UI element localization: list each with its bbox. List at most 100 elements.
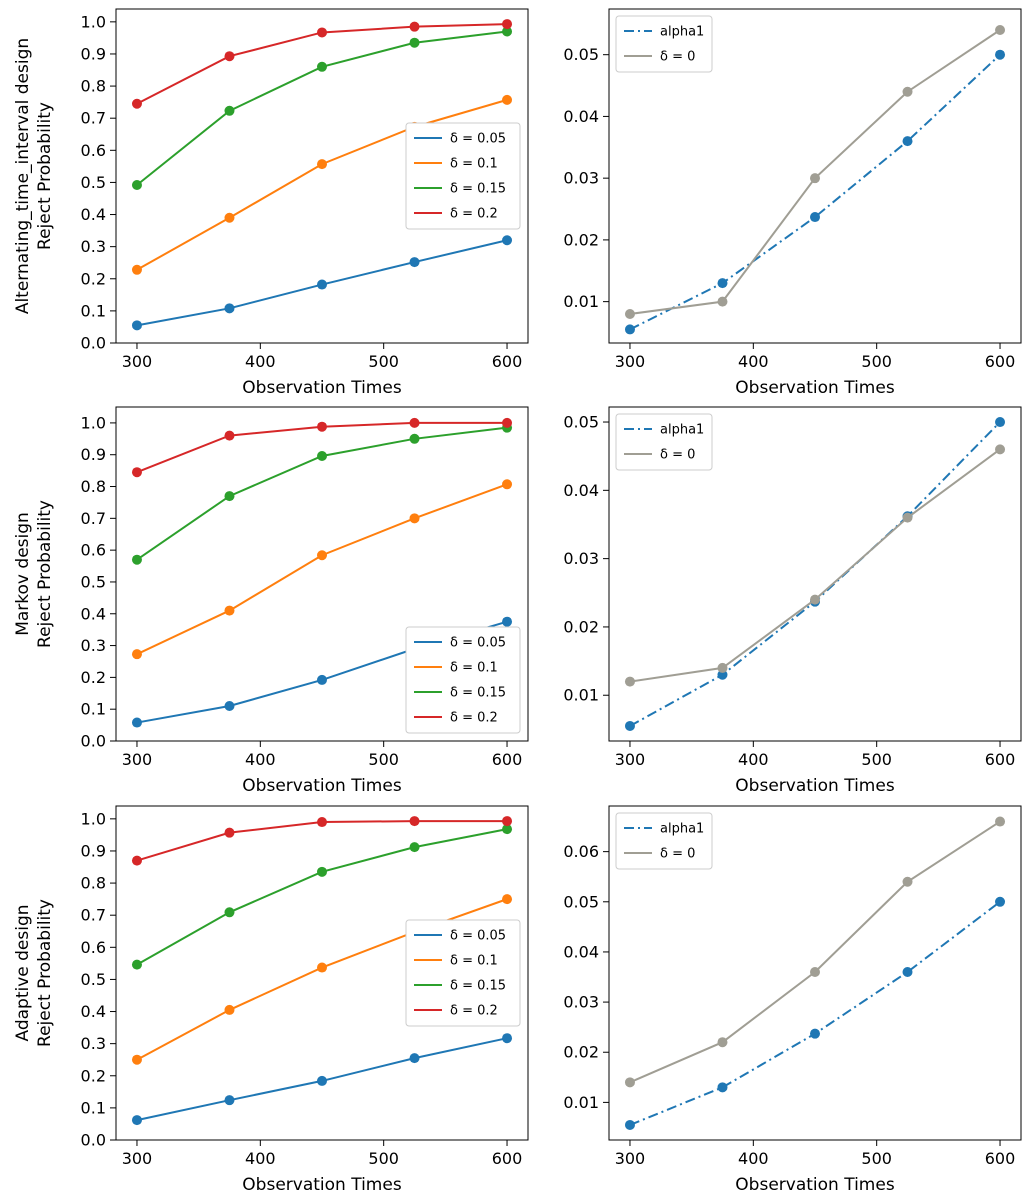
- legend: δ = 0.05 δ = 0.1 δ = 0.15 δ = 0.2: [405, 122, 521, 230]
- data-point-s1-p5: [995, 49, 1006, 60]
- y-tick-label: 0.05: [563, 892, 599, 911]
- legend-label-4: δ = 0.2: [450, 1004, 498, 1019]
- data-point-s3-p4: [409, 433, 420, 444]
- legend-label-2: δ = 0: [660, 50, 695, 65]
- x-tick-label: 400: [245, 750, 276, 769]
- legend-label-1: δ = 0.05: [450, 929, 506, 944]
- data-point-s2-p3: [317, 550, 327, 561]
- data-point-s2-p2: [224, 1004, 235, 1015]
- x-tick-label: 400: [738, 750, 769, 769]
- data-point-s1-p1: [624, 324, 635, 335]
- y-tick-label: 0.4: [81, 604, 106, 623]
- data-point-s3-p5: [502, 26, 513, 37]
- y-axis-label-line-2: Reject Probability: [35, 899, 55, 1047]
- x-axis-label: Observation Times: [242, 776, 402, 796]
- axes-frame: [115, 805, 529, 1141]
- data-point-s2-p2: [224, 212, 235, 223]
- y-tick-label: 0.1: [81, 700, 106, 719]
- x-tick-label: 300: [122, 1149, 153, 1168]
- x-tick-label: 300: [615, 750, 646, 769]
- x-tick-label: 300: [615, 1149, 646, 1168]
- x-tick-label: 600: [985, 352, 1016, 371]
- legend: alpha1 δ = 0: [615, 15, 713, 73]
- chart-right-1: 300 400 500 600 0.01 0.02 0.03 0.04 0.05 Observat…: [563, 8, 1022, 398]
- x-tick-label: 500: [861, 352, 892, 371]
- x-tick-label: 400: [245, 352, 276, 371]
- data-point-s4-p4: [409, 21, 420, 32]
- y-tick-label: 0.7: [81, 509, 106, 528]
- y-tick-label: 0.2: [81, 269, 106, 288]
- data-point-s4-p3: [317, 421, 327, 432]
- data-point-s3-p4: [409, 842, 420, 853]
- legend-label-2: δ = 0: [660, 448, 695, 463]
- y-axis-label-line-2: Reject Probability: [35, 102, 55, 250]
- legend-label-1: alpha1: [660, 25, 704, 40]
- series-line-3: [136, 426, 508, 561]
- data-point-s4-p1: [131, 855, 142, 866]
- legend-box: [405, 919, 521, 1027]
- data-point-s4-p2: [224, 827, 235, 838]
- data-point-s1-p5: [502, 1033, 513, 1044]
- series-line-2: [629, 29, 1001, 315]
- y-tick-label: 0.04: [563, 107, 599, 126]
- data-point-s1-p3: [810, 1028, 820, 1039]
- data-point-s1-p3: [317, 279, 327, 290]
- legend-label-3: δ = 0.15: [450, 686, 506, 701]
- data-point-s1-p5: [502, 235, 513, 246]
- data-point-s1-p3: [810, 212, 820, 223]
- x-tick-label: 300: [122, 352, 153, 371]
- y-tick-label: 0.5: [81, 572, 106, 591]
- data-point-s3-p2: [224, 907, 235, 918]
- x-axis-label: Observation Times: [242, 378, 402, 398]
- data-point-s1-p2: [224, 303, 235, 314]
- y-tick-label: 0.05: [563, 45, 599, 64]
- data-point-s2-p3: [317, 159, 327, 170]
- x-tick-label: 300: [615, 352, 646, 371]
- data-point-s1-p1: [131, 717, 142, 728]
- legend-box: [405, 122, 521, 230]
- data-point-s2-p2: [224, 605, 235, 616]
- y-tick-label: 0.1: [81, 1098, 106, 1117]
- x-axis-label: Observation Times: [735, 1175, 895, 1195]
- y-tick-label: 0.02: [563, 1043, 599, 1062]
- x-tick-label: 500: [861, 1149, 892, 1168]
- data-point-s2-p2: [717, 296, 728, 307]
- series-line-1: [629, 900, 1001, 1126]
- data-point-s2-p1: [131, 1054, 142, 1065]
- data-point-s3-p1: [131, 554, 142, 565]
- data-point-s2-p5: [995, 444, 1006, 455]
- axes-frame: [115, 8, 529, 344]
- legend: alpha1 δ = 0: [615, 812, 713, 870]
- data-point-s1-p4: [409, 257, 420, 268]
- data-point-s2-p3: [810, 173, 820, 184]
- y-tick-label: 0.6: [81, 938, 106, 957]
- data-point-s1-p4: [409, 1053, 420, 1064]
- y-tick-label: 0.0: [81, 732, 106, 751]
- axes-frame: [608, 406, 1022, 742]
- data-point-s3-p2: [224, 105, 235, 116]
- y-axis-label-line-1: Alternating_time_interval design: [13, 38, 33, 314]
- data-point-s2-p4: [902, 86, 913, 97]
- y-tick-label: 1.0: [81, 413, 106, 432]
- data-point-s1-p2: [717, 278, 728, 289]
- y-tick-label: 0.02: [563, 617, 599, 636]
- x-tick-label: 500: [368, 1149, 399, 1168]
- y-tick-label: 0.01: [563, 292, 599, 311]
- data-point-s4-p5: [502, 417, 513, 428]
- y-tick-label: 0.1: [81, 301, 106, 320]
- data-point-s4-p2: [224, 51, 235, 62]
- data-point-s3-p4: [409, 37, 420, 48]
- y-tick-label: 0.06: [563, 842, 599, 861]
- data-point-s2-p4: [902, 876, 913, 887]
- data-point-s3-p3: [317, 866, 327, 877]
- data-point-s2-p4: [409, 513, 420, 524]
- legend: δ = 0.05 δ = 0.1 δ = 0.15 δ = 0.2: [405, 919, 521, 1027]
- y-tick-label: 0.3: [81, 1034, 106, 1053]
- chart-right-3: 300 400 500 600 0.01 0.02 0.03 0.04 0.05 0.06 Obse…: [563, 805, 1022, 1195]
- data-point-s3-p3: [317, 61, 327, 72]
- y-tick-label: 0.8: [81, 874, 106, 893]
- y-tick-label: 0.8: [81, 77, 106, 96]
- legend-label-1: alpha1: [660, 423, 704, 438]
- legend-label-1: alpha1: [660, 822, 704, 837]
